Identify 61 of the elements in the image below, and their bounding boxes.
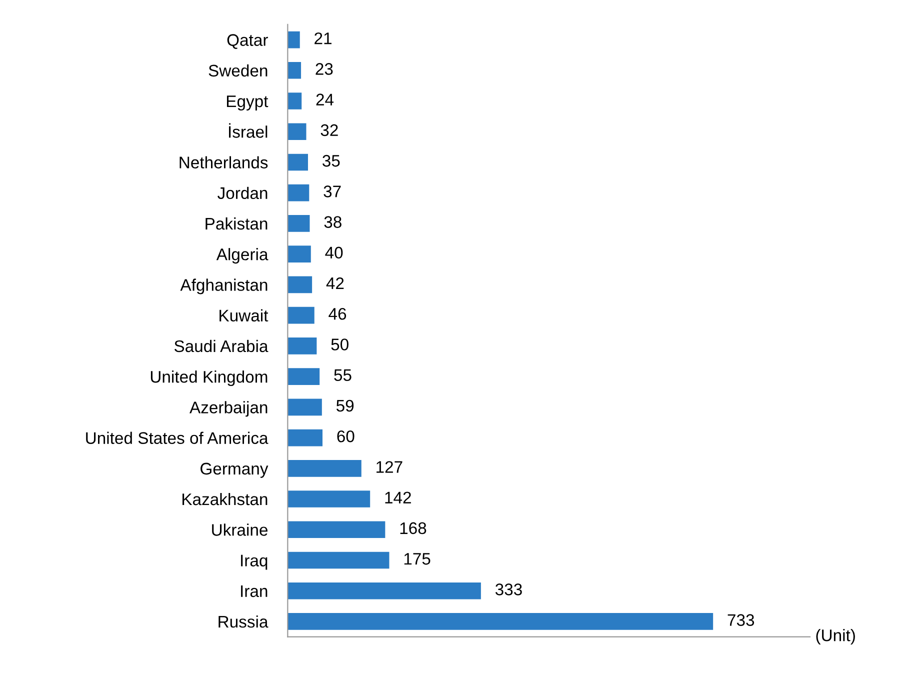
y-tick-label: Germany <box>200 462 268 478</box>
bar <box>288 613 714 630</box>
y-tick-label: Azerbaijan <box>190 401 268 417</box>
y-tick-label: Egypt <box>226 96 268 111</box>
data-label: 59 <box>336 400 354 412</box>
y-tick-label: United Kingdom <box>150 370 268 386</box>
data-label: 24 <box>316 94 334 106</box>
data-label: 23 <box>316 63 333 75</box>
data-label: 46 <box>328 308 346 320</box>
bar <box>288 276 312 294</box>
bar <box>288 31 300 48</box>
data-label: 42 <box>326 277 344 290</box>
y-tick-label: Saudi Arabia <box>174 340 268 352</box>
data-label: 127 <box>376 461 402 473</box>
bar <box>288 338 317 354</box>
bar <box>288 460 362 477</box>
bar <box>288 92 302 110</box>
bar <box>288 429 322 446</box>
bar <box>288 582 481 600</box>
y-tick-label: Qatar <box>227 34 268 49</box>
y-tick-label: Afghanistan <box>180 278 268 294</box>
data-label: 168 <box>400 522 426 534</box>
y-tick-label: Iran <box>241 585 268 598</box>
bar <box>288 398 322 416</box>
data-label: 35 <box>322 154 340 167</box>
y-tick-label: Algeria <box>216 248 268 264</box>
data-label: 40 <box>325 246 343 259</box>
data-label: 38 <box>324 216 342 228</box>
y-tick-label: Sweden <box>208 64 268 77</box>
data-label: 142 <box>385 492 411 504</box>
data-label: 175 <box>404 553 430 565</box>
bar <box>288 368 320 385</box>
data-label: 55 <box>334 369 352 382</box>
bar <box>288 490 370 508</box>
data-label: 37 <box>324 186 341 198</box>
data-label: 60 <box>337 430 354 442</box>
y-tick-label: Ukraine <box>212 524 268 536</box>
bar <box>288 552 390 569</box>
y-tick-label: Russia <box>218 615 268 628</box>
y-tick-label: Jordan <box>218 186 268 200</box>
y-tick-label: Netherlands <box>180 156 268 168</box>
data-label: 733 <box>728 614 754 626</box>
y-tick-label: Kazakhstan <box>182 492 268 506</box>
bar <box>288 306 314 324</box>
bar <box>288 184 310 202</box>
y-tick-label: Pakistan <box>206 217 268 230</box>
bar <box>288 215 310 232</box>
y-tick-label: İsrael <box>229 123 268 138</box>
y-tick-label: Iraq <box>241 554 268 570</box>
bar <box>288 521 386 538</box>
bar <box>288 62 302 79</box>
bar <box>288 154 308 171</box>
y-tick-label: Kuwait <box>220 309 268 322</box>
data-label: 21 <box>314 32 332 44</box>
data-label: 32 <box>320 124 338 136</box>
data-label: 333 <box>495 584 522 596</box>
y-tick-label: United States of America <box>86 432 268 444</box>
bar <box>288 246 311 263</box>
data-label: 50 <box>331 338 348 350</box>
x-axis-title: (Unit) <box>816 629 855 645</box>
bar <box>288 123 306 140</box>
